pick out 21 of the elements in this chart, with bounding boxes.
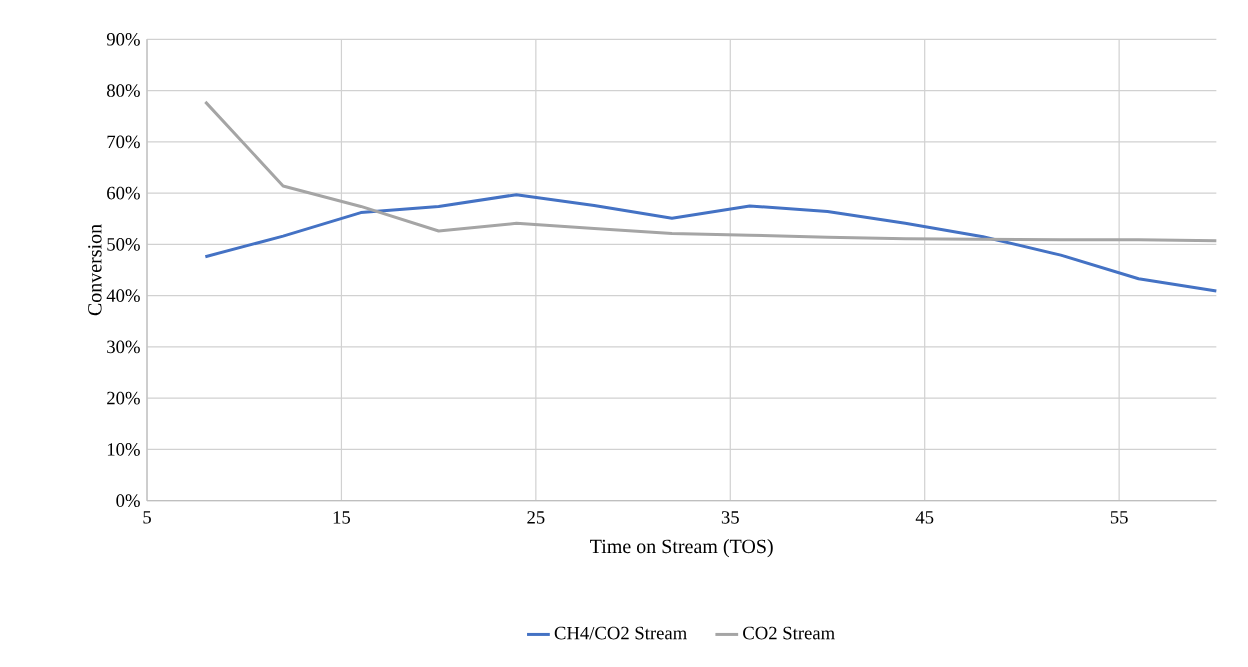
y-tick-label: 40% [106, 289, 140, 303]
y-tick-label: 20% [107, 391, 140, 405]
y-tick-label: 30% [107, 340, 140, 354]
x-axis-title: Time on Stream (TOS) [590, 539, 773, 558]
x-tick-label: 35 [721, 511, 739, 524]
y-axis-title: Conversion [88, 224, 102, 316]
x-tick-label: 25 [527, 511, 545, 524]
x-tick-label: 55 [1110, 511, 1128, 524]
y-tick-label: 90% [106, 33, 140, 46]
y-tick-label: 50% [107, 238, 140, 251]
legend-label: CO2 Stream [743, 627, 835, 640]
x-tick-label: 15 [333, 511, 351, 524]
line-series [203, 193, 1218, 293]
y-tick-label: 0% [116, 494, 140, 508]
y-tick-label: 80% [107, 84, 140, 98]
x-tick-label: 45 [915, 511, 934, 524]
y-tick-label: 70% [107, 135, 140, 149]
y-tick-label: 10% [107, 443, 140, 456]
legend-label: CH4/CO2 Stream [554, 627, 687, 640]
y-tick-label: 60% [107, 186, 140, 200]
x-tick-label: 5 [143, 511, 151, 524]
